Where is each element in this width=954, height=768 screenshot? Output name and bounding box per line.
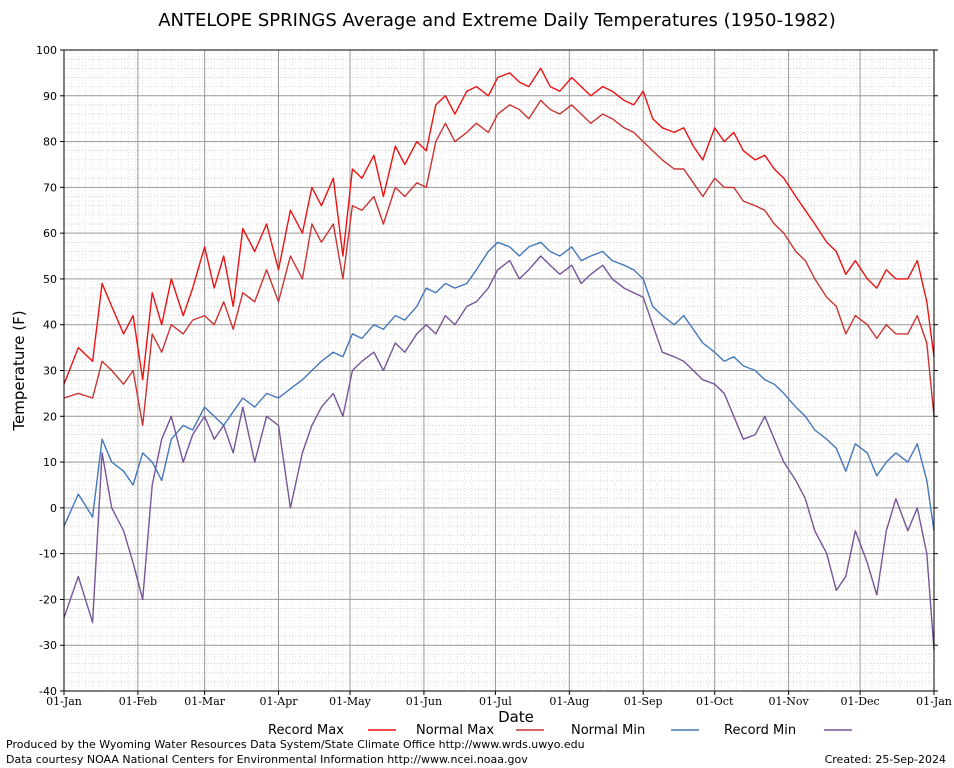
y-tick-label: 40 (43, 319, 57, 332)
x-tick-label: 01-Mar (184, 695, 226, 708)
x-tick-label: 01-Oct (696, 695, 734, 708)
grid-layer (64, 50, 934, 691)
series-line-normal-min (63, 241, 935, 531)
y-tick-label: 100 (36, 44, 57, 57)
y-tick-label: 60 (43, 227, 57, 240)
y-tick-label: 30 (43, 365, 57, 378)
chart-title: ANTELOPE SPRINGS Average and Extreme Dai… (158, 10, 836, 31)
footer-data-courtesy: Data courtesy NOAA National Centers for … (6, 753, 528, 766)
x-tick-label: 01-Jan (46, 695, 82, 708)
series-line-record-max (63, 67, 935, 385)
y-tick-label: -40 (39, 685, 57, 698)
footer-created-date: Created: 25-Sep-2024 (824, 753, 946, 766)
x-tick-label: 01-Aug (549, 695, 589, 708)
x-tick-label: 01-Dec (841, 695, 880, 708)
x-tick-label: 01-Feb (119, 695, 157, 708)
legend-label-record-min: Record Min (724, 723, 796, 738)
y-axis-label: Temperature (F) (10, 310, 28, 431)
legend-label-record-max: Record Max (268, 723, 344, 738)
y-tick-label: 50 (43, 273, 57, 286)
x-tick-label: 01-Apr (260, 695, 299, 708)
x-tick-label: 01-May (329, 695, 372, 708)
y-tick-label: 70 (43, 181, 57, 194)
series-line-normal-max (63, 99, 935, 427)
y-tick-label: 10 (43, 456, 57, 469)
axis-layer: 1009080706050403020100-10-20-30-4001-Jan… (36, 44, 952, 708)
x-tick-label: 01-Jun (406, 695, 442, 708)
y-tick-label: 80 (43, 136, 57, 149)
x-tick-label: 01-Jul (479, 695, 512, 708)
legend-label-normal-max: Normal Max (416, 723, 494, 738)
series-layer (63, 67, 935, 650)
legend-label-normal-min: Normal Min (571, 723, 645, 738)
x-axis-label: Date (498, 708, 534, 726)
y-tick-label: 0 (50, 502, 57, 515)
footer-produced-by: Produced by the Wyoming Water Resources … (6, 738, 585, 751)
y-tick-label: 90 (43, 90, 57, 103)
y-tick-label: -30 (39, 639, 57, 652)
x-tick-label: 01-Jan (916, 695, 952, 708)
y-tick-label: -20 (39, 593, 57, 606)
y-tick-label: -10 (39, 548, 57, 561)
series-line-record-min (63, 255, 935, 650)
x-tick-label: 01-Sep (624, 695, 663, 708)
legend: Record Max Normal Max Normal Min Record Min (268, 723, 852, 738)
y-tick-label: 20 (43, 410, 57, 423)
x-tick-label: 01-Nov (769, 695, 810, 708)
